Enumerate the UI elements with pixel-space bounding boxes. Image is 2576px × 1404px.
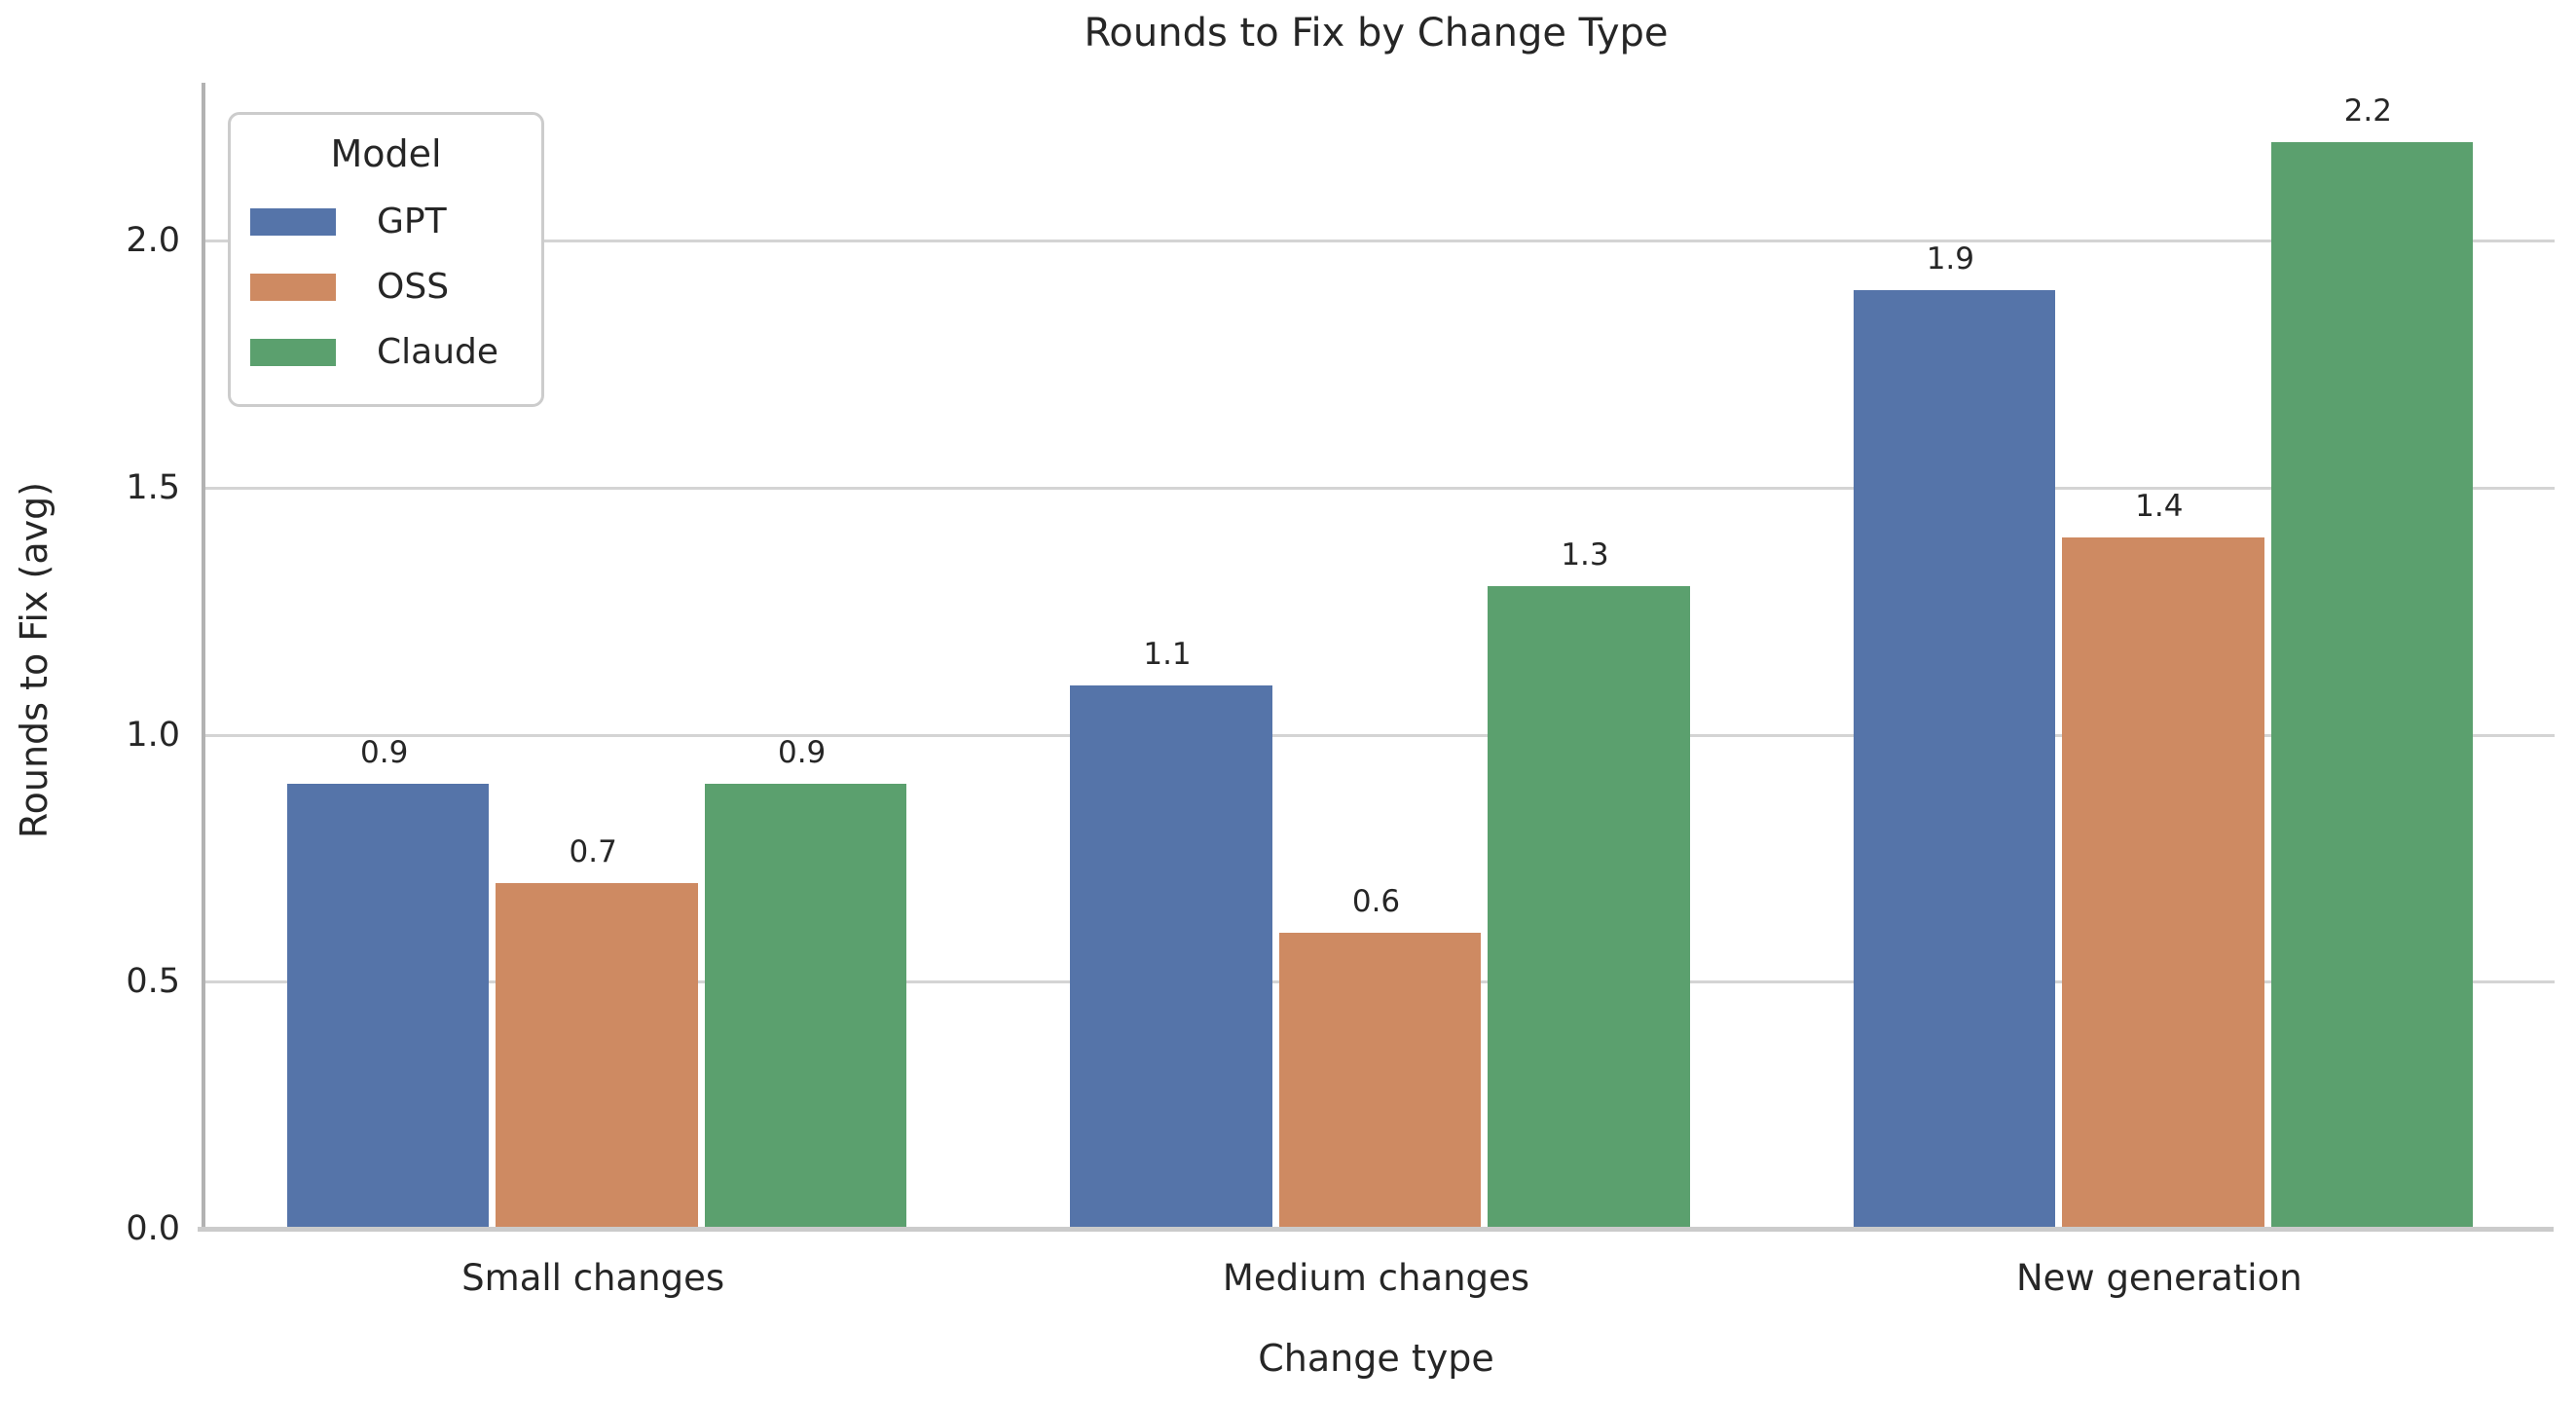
bar-oss-small-changes bbox=[496, 882, 698, 1229]
bar-claude-new-generation bbox=[2270, 141, 2474, 1229]
y-tick-label: 0.0 bbox=[126, 1209, 180, 1248]
bar-value-label: 0.9 bbox=[777, 735, 827, 771]
bar-value-label: 1.4 bbox=[2135, 488, 2184, 524]
legend-item-oss: OSS bbox=[231, 254, 541, 319]
x-axis-label: Change type bbox=[1258, 1337, 1494, 1380]
legend-label: GPT bbox=[377, 202, 447, 241]
bar-value-label: 1.9 bbox=[1926, 241, 1974, 277]
bar-value-label: 1.3 bbox=[1561, 537, 1609, 573]
legend-label: Claude bbox=[377, 332, 499, 372]
plot-area: Model GPT OSS Claude bbox=[202, 83, 2555, 1229]
bar-oss-medium-changes bbox=[1278, 932, 1482, 1229]
bar-value-label: 0.6 bbox=[1351, 883, 1401, 919]
y-tick-label: 0.5 bbox=[126, 962, 180, 1002]
x-tick-label-small-changes: Small changes bbox=[461, 1257, 725, 1299]
x-axis-line bbox=[198, 1227, 2554, 1232]
legend-label: OSS bbox=[377, 267, 450, 307]
bar-claude-medium-changes bbox=[1488, 586, 1690, 1229]
y-tick-label: 1.5 bbox=[126, 468, 180, 507]
legend-swatch-oss bbox=[250, 273, 336, 301]
legend-swatch-claude bbox=[250, 338, 336, 366]
x-tick-label-medium-changes: Medium changes bbox=[1222, 1257, 1530, 1299]
legend-item-gpt: GPT bbox=[231, 189, 541, 254]
y-tick-label: 2.0 bbox=[126, 221, 180, 261]
gridline bbox=[205, 733, 2555, 737]
legend-item-claude: Claude bbox=[231, 319, 541, 385]
gridline bbox=[205, 240, 2555, 243]
y-tick-label: 1.0 bbox=[126, 715, 180, 755]
bar-gpt-medium-changes bbox=[1070, 684, 1272, 1229]
legend: Model GPT OSS Claude bbox=[228, 112, 544, 407]
bar-value-label: 0.7 bbox=[569, 833, 617, 869]
legend-title: Model bbox=[330, 132, 442, 175]
legend-swatch-gpt bbox=[250, 207, 336, 236]
bar-value-label: 1.1 bbox=[1143, 636, 1192, 672]
bar-oss-new-generation bbox=[2062, 536, 2264, 1229]
bar-claude-small-changes bbox=[704, 784, 907, 1229]
x-tick-label-new-generation: New generation bbox=[2015, 1257, 2302, 1299]
bar-value-label: 0.9 bbox=[360, 735, 409, 771]
chart-title: Rounds to Fix by Change Type bbox=[1084, 11, 1669, 55]
y-axis-label: Rounds to Fix (avg) bbox=[13, 481, 55, 839]
gridline bbox=[205, 487, 2555, 490]
bar-gpt-new-generation bbox=[1853, 290, 2056, 1229]
bar-value-label: 2.2 bbox=[2343, 92, 2392, 129]
legend-items: GPT OSS Claude bbox=[231, 189, 541, 385]
bar-gpt-small-changes bbox=[286, 784, 490, 1229]
